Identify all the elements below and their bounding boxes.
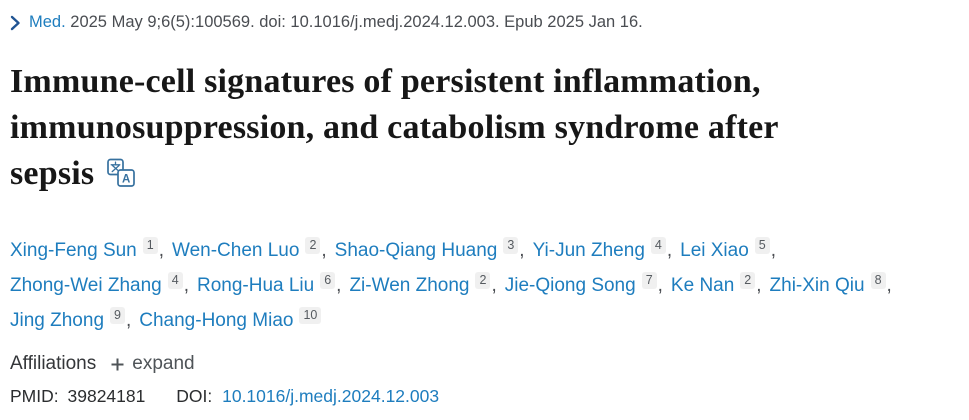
author-link[interactable]: Ke Nan bbox=[670, 275, 735, 296]
author-separator: , bbox=[657, 275, 663, 296]
affiliation-number-badge: 7 bbox=[641, 272, 657, 289]
citation-row: Med. 2025 May 9;6(5):100569. doi: 10.101… bbox=[10, 10, 959, 33]
article-title: Immune-cell signatures of persistent inf… bbox=[10, 59, 959, 197]
title-line-2: immunosuppression, and catabolism syndro… bbox=[10, 109, 779, 146]
author: Zi-Wen Zhong 2, bbox=[349, 272, 504, 296]
citation-details: 2025 May 9;6(5):100569. doi: 10.1016/j.m… bbox=[70, 13, 643, 31]
author: Jing Zhong 9, bbox=[10, 307, 139, 331]
title-line-1: Immune-cell signatures of persistent inf… bbox=[10, 63, 761, 100]
author-link[interactable]: Zi-Wen Zhong bbox=[349, 275, 470, 296]
author-link[interactable]: Zhi-Xin Qiu bbox=[769, 275, 865, 296]
author: Lei Xiao 5, bbox=[680, 237, 784, 261]
author-link[interactable]: Lei Xiao bbox=[680, 240, 749, 261]
pmid-label: PMID: bbox=[10, 386, 59, 406]
author-line: Xing-Feng Sun 1, Wen-Chen Luo 2, Shao-Qiang … bbox=[10, 233, 959, 268]
author-separator: , bbox=[158, 240, 164, 261]
pmid-value: 39824181 bbox=[67, 386, 146, 406]
affiliation-number-badge: 10 bbox=[299, 307, 322, 324]
affiliation-number-badge: 8 bbox=[870, 272, 886, 289]
author-separator: , bbox=[183, 275, 189, 296]
affiliation-number-badge: 4 bbox=[650, 237, 666, 254]
author-link[interactable]: Jing Zhong bbox=[10, 310, 105, 331]
doi-group: DOI: 10.1016/j.medj.2024.12.003 bbox=[176, 386, 439, 406]
title-line-3: sepsis A bbox=[10, 151, 959, 197]
title-line-3-text: sepsis bbox=[10, 155, 95, 192]
author-separator: , bbox=[886, 275, 892, 296]
author-separator: , bbox=[125, 310, 132, 331]
affiliation-number-badge: 6 bbox=[320, 272, 336, 289]
author-separator: , bbox=[321, 240, 327, 261]
author-link[interactable]: Xing-Feng Sun bbox=[10, 240, 137, 261]
author-link[interactable]: Zhong-Wei Zhang bbox=[10, 275, 162, 296]
author: Shao-Qiang Huang 3, bbox=[334, 237, 533, 261]
journal-link[interactable]: Med. bbox=[29, 13, 66, 31]
chevron-right-icon[interactable] bbox=[10, 14, 21, 32]
affiliation-number-badge: 2 bbox=[305, 237, 321, 254]
author-link[interactable]: Wen-Chen Luo bbox=[171, 240, 300, 261]
author-link[interactable]: Rong-Hua Liu bbox=[196, 275, 315, 296]
author: Ke Nan 2, bbox=[670, 272, 770, 296]
author-line: Jing Zhong 9, Chang-Hong Miao 10 bbox=[10, 303, 959, 338]
author-list: Xing-Feng Sun 1, Wen-Chen Luo 2, Shao-Qiang … bbox=[10, 233, 959, 338]
author-link[interactable]: Chang-Hong Miao bbox=[139, 310, 294, 331]
author-link[interactable]: Yi-Jun Zheng bbox=[532, 240, 645, 261]
translate-title-button[interactable]: A bbox=[106, 158, 136, 191]
doi-link[interactable]: 10.1016/j.medj.2024.12.003 bbox=[222, 386, 440, 406]
affiliation-number-badge: 2 bbox=[475, 272, 491, 289]
affiliation-number-badge: 2 bbox=[740, 272, 756, 289]
plus-icon bbox=[110, 357, 125, 372]
affiliations-row: Affiliations expand bbox=[10, 353, 959, 375]
expand-affiliations-button[interactable]: expand bbox=[110, 353, 195, 375]
author: Rong-Hua Liu 6, bbox=[196, 272, 349, 296]
affiliation-number-badge: 1 bbox=[142, 237, 158, 254]
author: Yi-Jun Zheng 4, bbox=[532, 237, 681, 261]
author: Wen-Chen Luo 2, bbox=[171, 237, 335, 261]
citation-text: Med. 2025 May 9;6(5):100569. doi: 10.101… bbox=[29, 12, 643, 33]
affiliation-number-badge: 5 bbox=[754, 237, 770, 254]
affiliation-number-badge: 4 bbox=[167, 272, 183, 289]
author-separator: , bbox=[491, 275, 497, 296]
translate-icon: A bbox=[106, 158, 136, 191]
author-separator: , bbox=[770, 240, 777, 261]
author: Chang-Hong Miao 10 bbox=[139, 307, 322, 331]
author-line: Zhong-Wei Zhang 4, Rong-Hua Liu 6, Zi-Wen Zh… bbox=[10, 268, 959, 303]
author-separator: , bbox=[666, 240, 673, 261]
identifiers-row: PMID: 39824181 DOI: 10.1016/j.medj.2024.… bbox=[10, 386, 959, 407]
affiliation-number-badge: 3 bbox=[503, 237, 519, 254]
affiliation-number-badge: 9 bbox=[110, 307, 125, 324]
svg-text:A: A bbox=[122, 173, 130, 185]
author-link[interactable]: Shao-Qiang Huang bbox=[334, 240, 498, 261]
expand-label: expand bbox=[132, 353, 195, 374]
author: Xing-Feng Sun 1, bbox=[10, 237, 172, 261]
author-separator: , bbox=[519, 240, 525, 261]
author: Zhong-Wei Zhang 4, bbox=[10, 272, 197, 296]
author: Zhi-Xin Qiu 8, bbox=[769, 272, 900, 296]
author: Jie-Qiong Song 7, bbox=[504, 272, 671, 296]
author-separator: , bbox=[336, 275, 342, 296]
affiliations-label: Affiliations bbox=[10, 353, 97, 374]
author-link[interactable]: Jie-Qiong Song bbox=[504, 275, 636, 296]
doi-label: DOI: bbox=[176, 386, 213, 406]
author-separator: , bbox=[756, 275, 762, 296]
